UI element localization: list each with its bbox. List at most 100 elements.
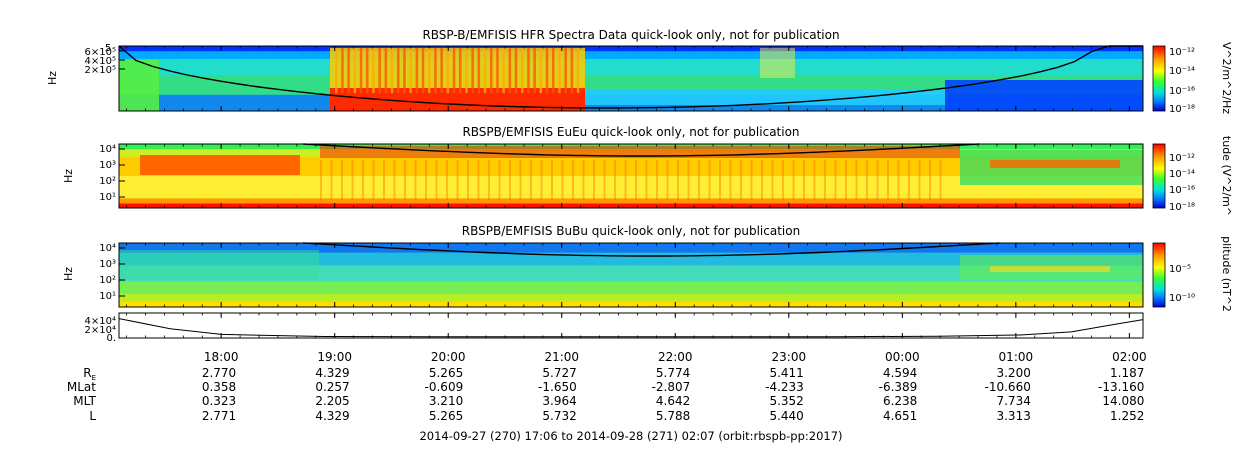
hfr-colorbar-label: V^2/m^2/Hz <box>1220 42 1233 114</box>
ephemeris-row-label: L <box>89 409 96 423</box>
ephemeris-row-label: MLT <box>73 394 96 408</box>
freq-y-tick-label: 4×10⁴ <box>85 316 116 327</box>
bubu-colorbar-tick: 10⁻⁵ <box>1169 264 1191 275</box>
bubu-colorbar-tick: 10⁻¹⁰ <box>1169 293 1195 304</box>
eueu-ylabel: Hz <box>62 169 75 183</box>
ephemeris-value: 3.200 <box>996 366 1030 380</box>
time-tick-label: 21:00 <box>544 350 579 364</box>
time-tick-label: 22:00 <box>658 350 693 364</box>
hfr-y-axis: 5 6×10⁵ 4×10⁵ 2×10⁵ <box>85 43 125 76</box>
hfr-colorbar-tick: 10⁻¹⁸ <box>1169 104 1195 115</box>
eueu-colorbar-tick: 10⁻¹⁴ <box>1169 169 1195 180</box>
ephemeris-value: 4.594 <box>883 366 917 380</box>
ephemeris-value: 5.411 <box>769 366 803 380</box>
ephemeris-value: 4.329 <box>315 409 349 423</box>
hfr-panel: RBSP-B/EMFISIS HFR Spectra Data quick-lo… <box>46 28 1233 115</box>
ephemeris-value: -6.389 <box>879 380 918 394</box>
eueu-colorbar-tick: 10⁻¹² <box>1169 153 1195 164</box>
ephemeris-value: 5.727 <box>542 366 576 380</box>
eueu-colorbar <box>1152 143 1166 209</box>
bubu-panel: RBSPB/EMFISIS BuBu quick-look only, not … <box>62 224 1233 312</box>
bubu-y-tick-label: 10² <box>99 275 116 286</box>
ephemeris-value: 5.732 <box>542 409 576 423</box>
freq-line <box>118 318 1144 338</box>
hfr-colorbar <box>1152 45 1166 112</box>
ephemeris-value: 3.210 <box>429 394 463 408</box>
hfr-ylabel: Hz <box>46 71 59 85</box>
time-tick-label: 20:00 <box>431 350 466 364</box>
ephemeris-value: 14.080 <box>1102 394 1144 408</box>
ephemeris-value: 5.788 <box>656 409 690 423</box>
hfr-spectrogram <box>118 45 1143 112</box>
eueu-title: RBSPB/EMFISIS EuEu quick-look only, not … <box>462 125 799 139</box>
bubu-spectrogram <box>119 242 1143 308</box>
bubu-ylabel: Hz <box>62 267 75 281</box>
ephemeris-value: 5.440 <box>769 409 803 423</box>
ephemeris-value: 4.329 <box>315 366 349 380</box>
bubu-title: RBSPB/EMFISIS BuBu quick-look only, not … <box>462 224 800 238</box>
eueu-spectrogram <box>119 143 1143 209</box>
bubu-colorbar-label: plitude (nT^2 <box>1220 236 1233 312</box>
ephemeris-value: 0.358 <box>202 380 236 394</box>
time-tick-label: 19:00 <box>317 350 352 364</box>
hfr-title: RBSP-B/EMFISIS HFR Spectra Data quick-lo… <box>422 28 839 42</box>
ephemeris-value: 7.734 <box>996 394 1030 408</box>
time-tick-label: 23:00 <box>772 350 807 364</box>
ephemeris-value: 0.257 <box>315 380 349 394</box>
ephemeris-value: 3.313 <box>996 409 1030 423</box>
time-axis: 18:00 19:00 20:00 21:00 22:00 23:00 00:00 01:00… <box>126 46 1147 364</box>
ephemeris-value: -2.807 <box>652 380 691 394</box>
ephemeris-value: -13.160 <box>1098 380 1144 394</box>
footer-caption: 2014-09-27 (270) 17:06 to 2014-09-28 (27… <box>419 429 842 443</box>
bubu-colorbar <box>1152 242 1166 308</box>
eueu-y-tick-label: 10⁴ <box>99 144 116 155</box>
time-tick-label: 00:00 <box>885 350 920 364</box>
hfr-y-tick-label: 6×10⁵ <box>85 47 116 58</box>
ephemeris-value: 0.323 <box>202 394 236 408</box>
eueu-colorbar-tick: 10⁻¹⁸ <box>1169 202 1195 213</box>
eueu-y-tick-label: 10³ <box>99 160 116 171</box>
ephemeris-value: 2.770 <box>202 366 236 380</box>
hfr-y-tick-label: 4×10⁵ <box>85 56 116 67</box>
freq-y-tick-label: 2×10⁴ <box>85 325 116 336</box>
hfr-y-top-label: 5 <box>105 43 111 54</box>
ephemeris-value: 6.238 <box>883 394 917 408</box>
bubu-y-axis: 10⁴ 10³ 10² 10¹ <box>99 243 125 302</box>
time-tick-label: 01:00 <box>999 350 1034 364</box>
hfr-colorbar-tick: 10⁻¹⁴ <box>1169 66 1195 77</box>
eueu-y-tick-label: 10¹ <box>99 192 116 203</box>
ephemeris-value: 2.205 <box>315 394 349 408</box>
bubu-y-tick-label: 10⁴ <box>99 243 116 254</box>
eueu-colorbar-label: tude (V^2/m^ <box>1220 136 1233 216</box>
freq-panel: 4×10⁴ 2×10⁴ 0. <box>85 312 1144 344</box>
ephemeris-value: 1.252 <box>1110 409 1144 423</box>
ephemeris-value: 2.771 <box>202 409 236 423</box>
hfr-y-tick-label: 2×10⁵ <box>85 65 116 76</box>
time-tick-label: 18:00 <box>204 350 239 364</box>
freq-y-tick-label: 0. <box>106 333 116 344</box>
ephemeris-value: 1.187 <box>1110 366 1144 380</box>
eueu-colorbar-tick: 10⁻¹⁶ <box>1169 185 1195 196</box>
ephemeris-value: -10.660 <box>985 380 1031 394</box>
time-tick-label: 02:00 <box>1112 350 1147 364</box>
ephemeris-row-label: MLat <box>67 380 96 394</box>
bubu-y-tick-label: 10³ <box>99 259 116 270</box>
hfr-colorbar-tick: 10⁻¹² <box>1169 47 1195 58</box>
ephemeris-value: -0.609 <box>425 380 464 394</box>
eueu-panel: RBSPB/EMFISIS EuEu quick-look only, not … <box>62 125 1233 216</box>
ephemeris-value: 5.265 <box>429 409 463 423</box>
ephemeris-value: 5.352 <box>769 394 803 408</box>
eueu-y-axis: 10⁴ 10³ 10² 10¹ <box>99 144 125 203</box>
ephemeris-value: -4.233 <box>765 380 804 394</box>
hfr-colorbar-tick: 10⁻¹⁶ <box>1169 86 1195 97</box>
ephemeris-value: 5.774 <box>656 366 690 380</box>
ephemeris-value: 4.651 <box>883 409 917 423</box>
bubu-y-tick-label: 10¹ <box>99 291 116 302</box>
ephemeris-value: -1.650 <box>538 380 577 394</box>
ephemeris-value: 3.964 <box>542 394 576 408</box>
eueu-y-tick-label: 10² <box>99 176 116 187</box>
ephemeris-value: 5.265 <box>429 366 463 380</box>
ephemeris-value: 4.642 <box>656 394 690 408</box>
